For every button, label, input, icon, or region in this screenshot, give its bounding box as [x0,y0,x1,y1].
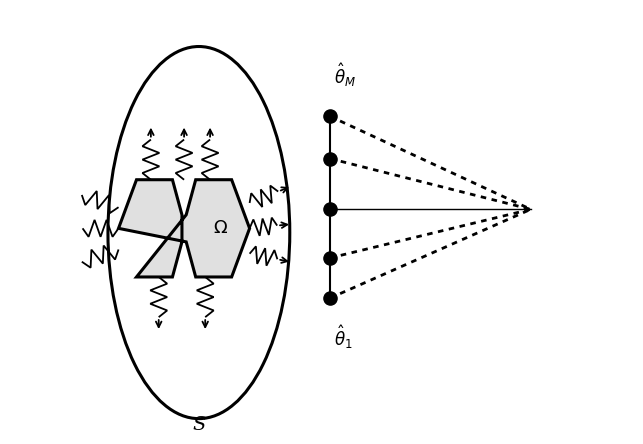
Point [325,113,335,120]
Text: $\hat{\theta}_M$: $\hat{\theta}_M$ [334,61,356,89]
Point [325,155,335,162]
Text: $\hat{\theta}_1$: $\hat{\theta}_1$ [334,324,353,351]
Point [325,206,335,213]
Text: $\Omega$: $\Omega$ [213,219,228,238]
Polygon shape [118,180,249,277]
Point [325,294,335,301]
Text: S: S [192,416,206,434]
Point [325,254,335,262]
